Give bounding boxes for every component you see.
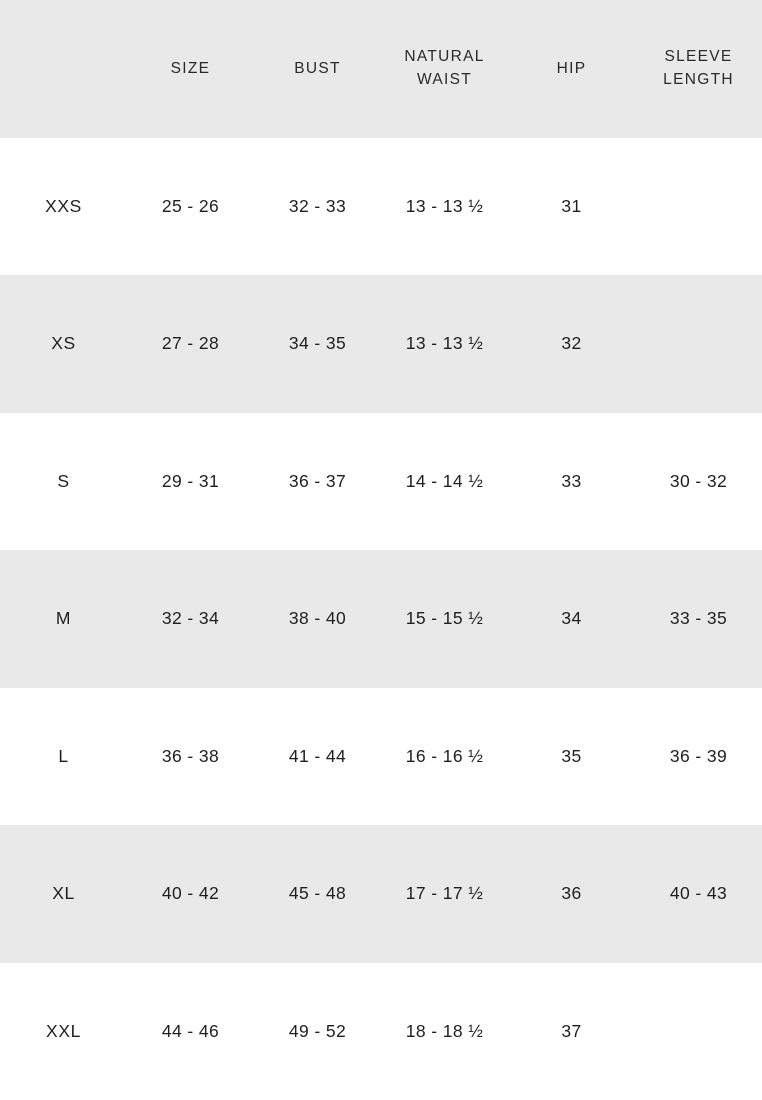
table-row: S 29 - 31 36 - 37 14 - 14 ½ 33 30 - 32 <box>0 413 762 551</box>
size-cell: 40 - 42 <box>161 883 220 904</box>
natural-waist-cell: 14 - 14 ½ <box>405 470 484 491</box>
hip-cell: 36 <box>561 883 582 904</box>
hip-cell: 37 <box>561 1020 582 1041</box>
hip-cell: 34 <box>561 608 582 629</box>
bust-cell: 38 - 40 <box>288 608 347 629</box>
bust-cell: 34 - 35 <box>288 333 347 354</box>
size-label-cell: XXL <box>46 1020 81 1041</box>
size-cell: 27 - 28 <box>161 333 220 354</box>
bust-cell: 49 - 52 <box>288 1020 347 1041</box>
bust-cell: 36 - 37 <box>288 470 347 491</box>
natural-waist-cell: 17 - 17 ½ <box>405 883 484 904</box>
column-header-size: SIZE <box>170 59 211 77</box>
column-header-bust: BUST <box>294 59 341 77</box>
size-label-cell: XXS <box>45 195 82 216</box>
bust-cell: 45 - 48 <box>288 883 347 904</box>
table-row: M 32 - 34 38 - 40 15 - 15 ½ 34 33 - 35 <box>0 550 762 688</box>
hip-cell: 35 <box>561 745 582 766</box>
size-cell: 44 - 46 <box>161 1020 220 1041</box>
hip-cell: 33 <box>561 470 582 491</box>
table-row: XXS 25 - 26 32 - 33 13 - 13 ½ 31 <box>0 138 762 276</box>
column-header-natural-waist: NATURAL WAIST <box>404 48 485 88</box>
natural-waist-cell: 18 - 18 ½ <box>405 1020 484 1041</box>
bust-cell: 41 - 44 <box>288 745 347 766</box>
table-row: XS 27 - 28 34 - 35 13 - 13 ½ 32 <box>0 275 762 413</box>
sleeve-length-cell: 30 - 32 <box>669 470 728 491</box>
natural-waist-cell: 13 - 13 ½ <box>405 195 484 216</box>
column-header-sleeve-length: SLEEVE LENGTH <box>663 48 734 88</box>
natural-waist-cell: 13 - 13 ½ <box>405 333 484 354</box>
natural-waist-cell: 16 - 16 ½ <box>405 745 484 766</box>
size-label-cell: S <box>57 470 70 491</box>
natural-waist-cell: 15 - 15 ½ <box>405 608 484 629</box>
size-label-cell: XS <box>51 333 76 354</box>
size-cell: 25 - 26 <box>161 195 220 216</box>
size-cell: 36 - 38 <box>161 745 220 766</box>
hip-cell: 31 <box>561 195 582 216</box>
table-row: XXL 44 - 46 49 - 52 18 - 18 ½ 37 <box>0 963 762 1100</box>
size-cell: 29 - 31 <box>161 470 220 491</box>
sleeve-length-cell: 40 - 43 <box>669 883 728 904</box>
table-row: L 36 - 38 41 - 44 16 - 16 ½ 35 36 - 39 <box>0 688 762 826</box>
bust-cell: 32 - 33 <box>288 195 347 216</box>
column-header-hip: HIP <box>556 59 587 77</box>
table-header-row: SIZE BUST NATURAL WAIST HIP SLEEVE LENGT… <box>0 0 762 138</box>
sleeve-length-cell: 33 - 35 <box>669 608 728 629</box>
hip-cell: 32 <box>561 333 582 354</box>
sleeve-length-cell: 36 - 39 <box>669 745 728 766</box>
size-label-cell: XL <box>52 883 75 904</box>
table-row: XL 40 - 42 45 - 48 17 - 17 ½ 36 40 - 43 <box>0 825 762 963</box>
size-label-cell: L <box>58 745 69 766</box>
size-cell: 32 - 34 <box>161 608 220 629</box>
size-label-cell: M <box>55 608 72 629</box>
